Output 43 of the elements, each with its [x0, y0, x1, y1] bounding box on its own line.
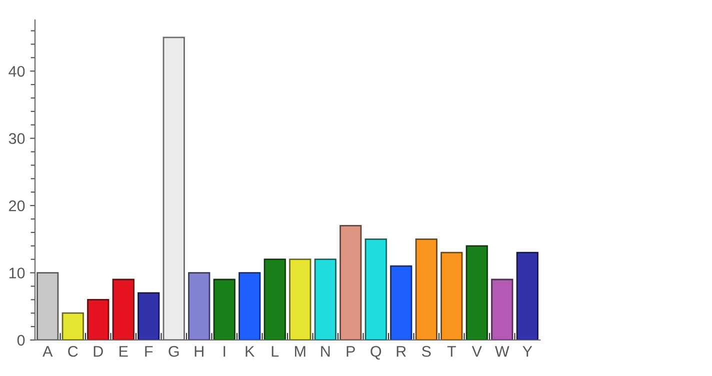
bar [62, 312, 84, 340]
bar [390, 265, 412, 340]
x-tick-label: H [194, 346, 204, 357]
y-tick-label: 20 [9, 200, 25, 212]
x-tick-label: K [246, 346, 255, 357]
bar [213, 278, 236, 340]
x-tick-label: L [272, 346, 279, 357]
bar [415, 238, 438, 340]
x-tick-label: C [68, 346, 78, 357]
x-tick-label: A [42, 346, 53, 357]
x-tick-label: Y [522, 346, 532, 357]
bar [516, 252, 538, 340]
x-tick-label: R [396, 346, 406, 357]
x-tick-label: E [120, 346, 128, 357]
x-tick-label: W [494, 346, 510, 357]
bar [314, 258, 336, 340]
bar [264, 258, 286, 340]
y-tick-label: 10 [9, 268, 25, 278]
x-tick-label: T [447, 346, 456, 357]
bar [112, 278, 134, 340]
bar [491, 278, 514, 340]
y-tick-label: 0 [17, 334, 25, 346]
x-tick-label: D [94, 346, 103, 357]
bar [364, 238, 387, 340]
bar [138, 292, 160, 340]
bar [87, 298, 110, 340]
x-tick-label: S [422, 346, 431, 357]
y-tick-label: 30 [8, 133, 25, 144]
x-tick-label: G [168, 346, 179, 357]
x-tick-label: I [224, 346, 226, 357]
bar [466, 245, 488, 340]
bar [238, 272, 261, 340]
bar [188, 272, 210, 340]
x-tick-label: Q [370, 346, 382, 360]
bar [289, 258, 312, 340]
x-tick-label: V [472, 346, 482, 357]
y-tick-label: 40 [8, 66, 25, 77]
bar [440, 252, 463, 340]
bar [340, 225, 362, 340]
x-tick-label: F [145, 346, 153, 357]
x-tick-label: M [295, 346, 306, 357]
x-tick-label: N [321, 346, 330, 357]
x-tick-label: P [346, 346, 355, 357]
